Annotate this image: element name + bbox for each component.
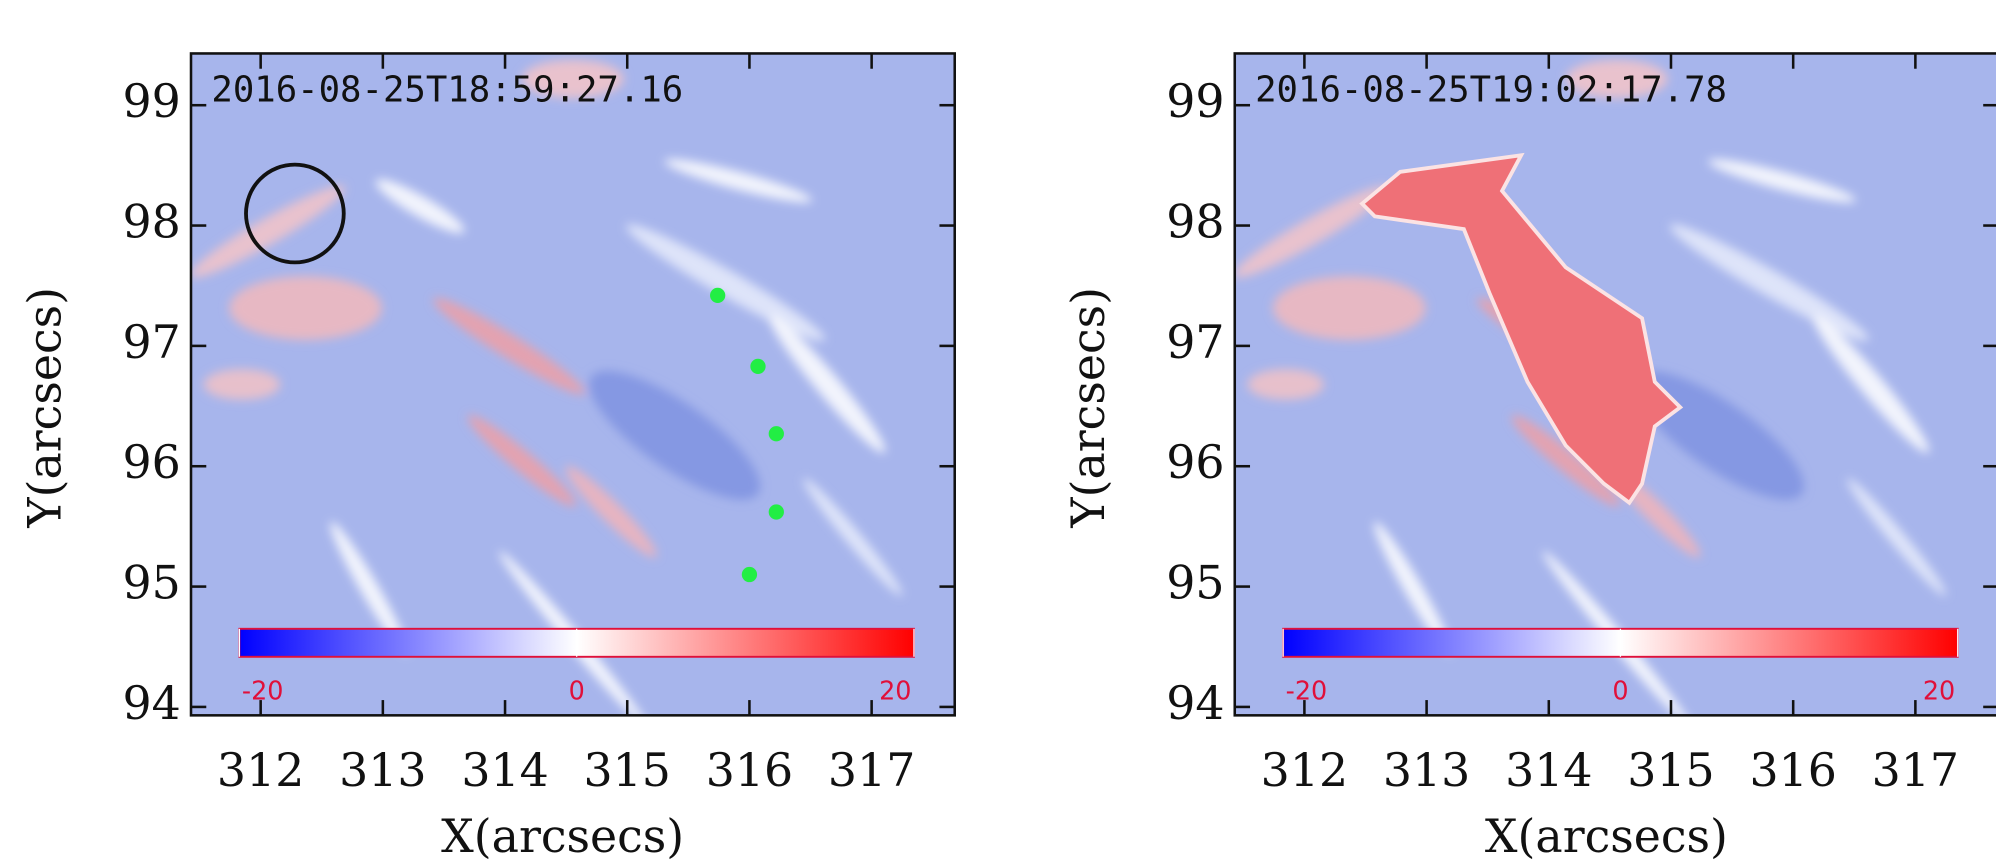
- texture-streak: [803, 478, 903, 596]
- texture-streak: [1511, 415, 1620, 507]
- texture-streak: [1373, 521, 1452, 655]
- y-tick-label: 96: [123, 435, 181, 489]
- x-axis-label: X(arcsecs): [441, 809, 684, 863]
- y-tick-label: 94: [1166, 676, 1224, 730]
- y-axis-label: Y(arcsecs): [1061, 287, 1115, 529]
- texture-streak: [229, 276, 382, 340]
- x-tick-label: 313: [339, 743, 426, 797]
- x-tick-label: 316: [706, 743, 793, 797]
- texture-streak: [1565, 59, 1668, 99]
- panel-title: 2016-08-25T19:02:17.78: [1255, 70, 1727, 111]
- y-tick-label: 97: [123, 315, 181, 369]
- colorbar-label: 0: [569, 676, 585, 706]
- y-tick-label: 95: [123, 556, 181, 610]
- x-tick-label: 312: [1261, 743, 1348, 797]
- panel: -20 0 20 312 313 314 315 316 317 94 95 96 97 98 99 2016…: [1061, 52, 1996, 863]
- texture-streak: [433, 298, 586, 395]
- texture-streak: [203, 369, 281, 400]
- panel-title: 2016-08-25T18:59:27.16: [211, 70, 683, 111]
- texture-streak: [1813, 315, 1930, 454]
- texture-streak: [1847, 478, 1947, 596]
- texture-streak: [1247, 369, 1324, 400]
- x-tick-label: 312: [217, 743, 304, 797]
- y-tick-label: 98: [1166, 195, 1224, 249]
- texture-streak: [521, 59, 624, 99]
- texture-streak: [375, 179, 465, 234]
- x-tick-label: 317: [1872, 743, 1959, 797]
- y-tick-label: 97: [1166, 315, 1224, 369]
- texture-streak: [565, 466, 657, 558]
- texture-streak: [1272, 276, 1426, 340]
- colorbar-label: -20: [1286, 676, 1328, 706]
- texture-streak: [589, 370, 761, 500]
- texture-streak: [330, 521, 409, 655]
- y-tick-label: 98: [123, 195, 181, 249]
- texture-streak: [626, 224, 826, 341]
- panel: -20 0 20 312 313 314 315 316 317 94 95 96 97 98 99 2016…: [17, 52, 956, 863]
- colorbar-label: 20: [879, 676, 911, 706]
- plot-frame: [189, 52, 956, 717]
- x-axis-label: X(arcsecs): [1485, 809, 1728, 863]
- x-tick-label: 316: [1749, 743, 1836, 797]
- red-feature: [1359, 152, 1684, 506]
- colorbar-label: -20: [242, 676, 284, 706]
- point: [768, 504, 784, 520]
- texture-streak: [467, 415, 576, 507]
- point: [741, 566, 758, 583]
- image-texture: [191, 59, 903, 716]
- y-tick-label: 96: [1166, 435, 1224, 489]
- image-map: [1234, 53, 1996, 716]
- texture-streak: [664, 159, 813, 203]
- y-tick-label: 99: [1166, 74, 1224, 128]
- image-map: [191, 53, 955, 716]
- point: [710, 287, 726, 303]
- plot-frame: [1233, 52, 1996, 717]
- x-tick-label: 314: [461, 743, 548, 797]
- y-tick-label: 99: [123, 74, 181, 128]
- x-tick-label: 314: [1505, 743, 1592, 797]
- texture-streak: [1234, 185, 1389, 278]
- texture-streak: [1708, 159, 1856, 203]
- point: [768, 426, 784, 442]
- colorbar-label: 20: [1923, 676, 1955, 706]
- x-tick-label: 317: [828, 743, 915, 797]
- x-tick-label: 315: [584, 743, 671, 797]
- colorbar-label: 0: [1612, 676, 1628, 706]
- x-tick-label: 313: [1383, 743, 1470, 797]
- y-tick-label: 94: [123, 676, 181, 730]
- annotation-circle: [244, 162, 346, 265]
- texture-streak: [191, 185, 345, 278]
- y-axis-label: Y(arcsecs): [17, 287, 71, 529]
- point: [750, 358, 766, 374]
- y-tick-label: 95: [1166, 556, 1224, 610]
- texture-streak: [1669, 224, 1869, 341]
- x-tick-label: 315: [1627, 743, 1714, 797]
- texture-streak: [769, 315, 886, 454]
